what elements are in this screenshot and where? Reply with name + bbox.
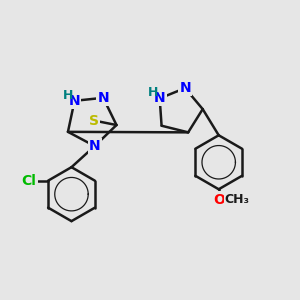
Text: CH₃: CH₃: [225, 193, 250, 206]
Text: Cl: Cl: [22, 174, 36, 188]
Text: N: N: [98, 91, 109, 105]
Text: N: N: [69, 94, 80, 108]
Text: H: H: [148, 86, 159, 99]
Text: N: N: [154, 92, 166, 105]
Text: H: H: [62, 89, 73, 102]
Text: O: O: [213, 193, 225, 207]
Text: S: S: [89, 114, 99, 128]
Text: N: N: [179, 81, 191, 95]
Text: N: N: [89, 139, 100, 153]
